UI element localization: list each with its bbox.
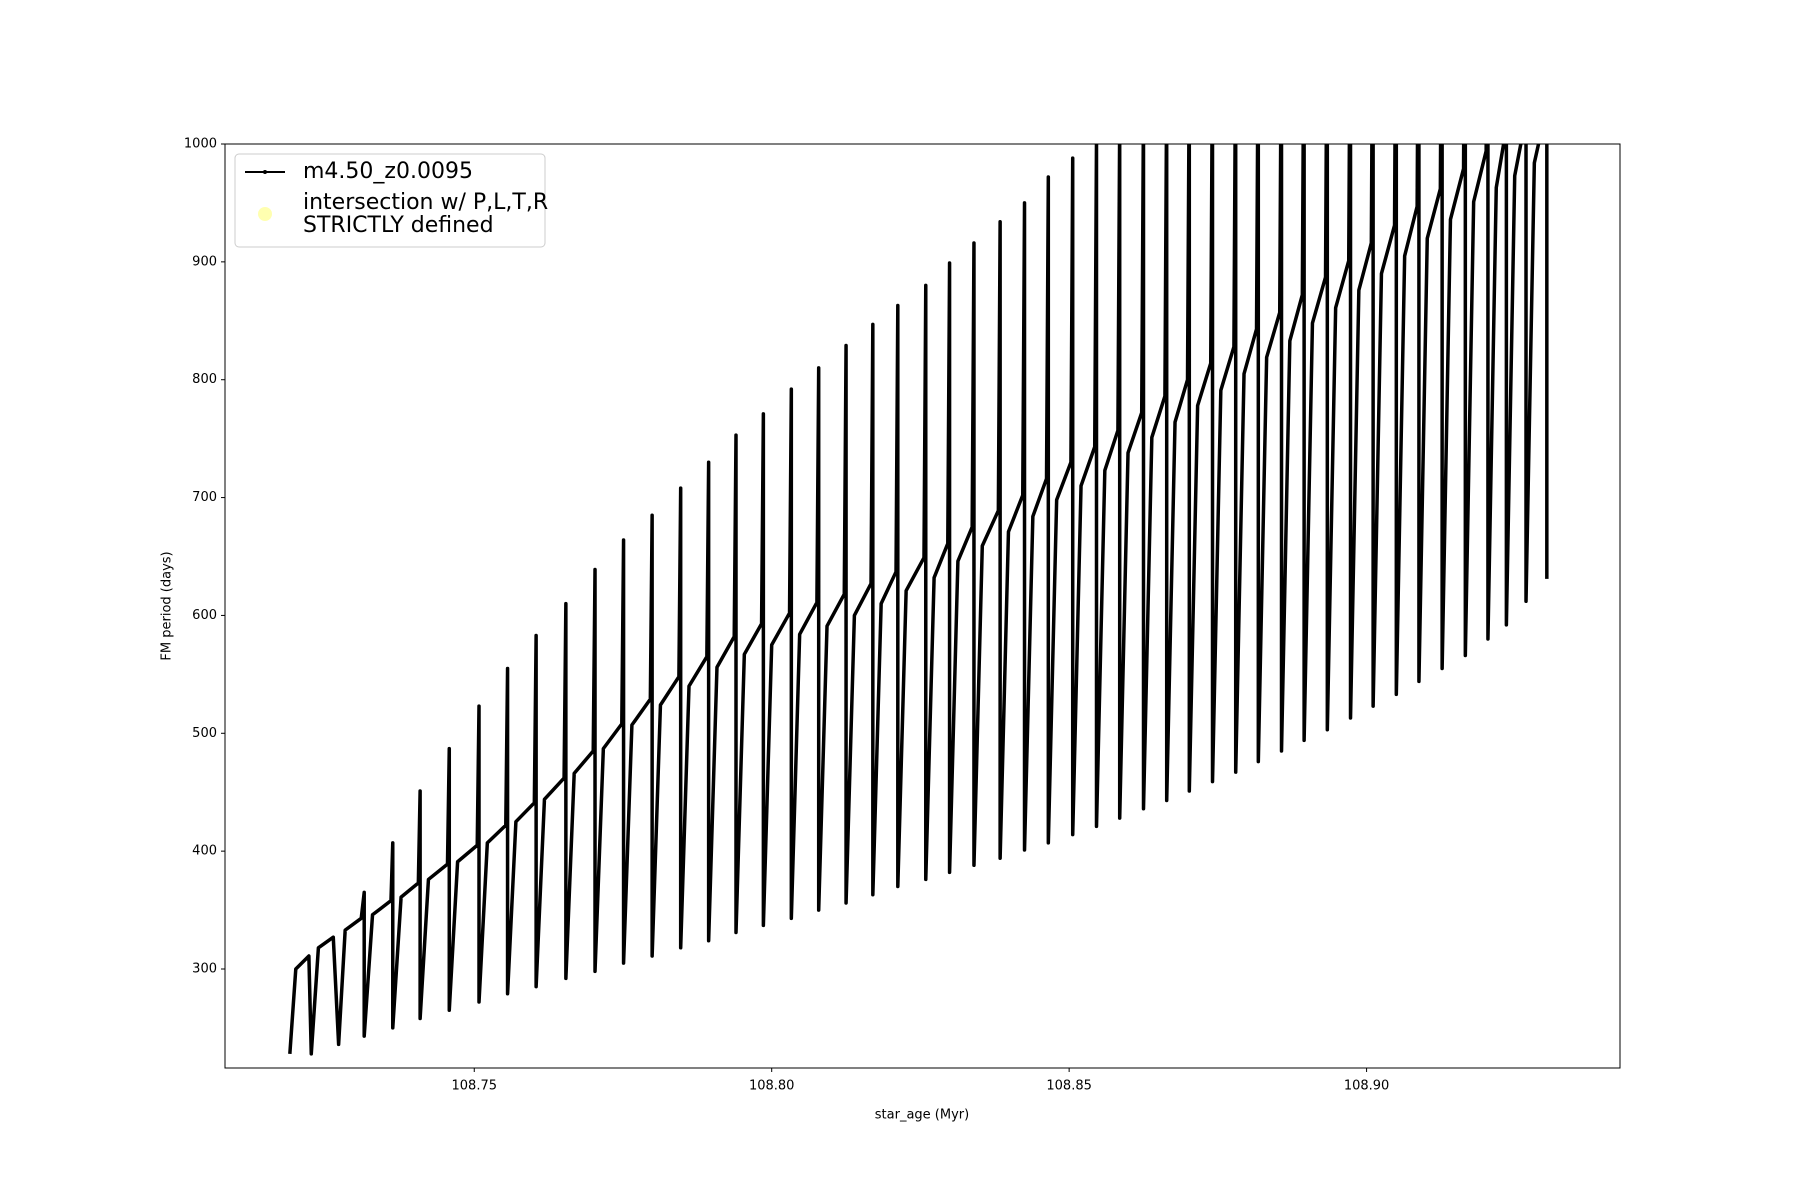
x-axis-label: star_age (Myr) [875, 1108, 969, 1123]
y-tick-label: 900 [192, 254, 217, 269]
y-tick-label: 700 [192, 490, 217, 505]
y-tick-label: 500 [192, 726, 217, 741]
x-tick-label: 108.85 [1046, 1079, 1092, 1094]
x-tick-label: 108.80 [749, 1079, 795, 1094]
plot-area [288, 144, 1549, 1056]
legend-label: intersection w/ P,L,T,R STRICTLY defined [303, 190, 548, 238]
y-axis-label: FM period (days) [160, 551, 175, 660]
y-tick-label: 600 [192, 608, 217, 623]
x-tick-label: 108.75 [452, 1079, 498, 1094]
legend-marker [263, 170, 267, 174]
legend-box [234, 153, 546, 248]
y-tick-label: 300 [192, 962, 217, 977]
legend-marker [258, 207, 272, 221]
axes-frame [224, 143, 1621, 1069]
y-tick-label: 1000 [184, 137, 217, 152]
data-line [288, 144, 1549, 1056]
y-tick-label: 800 [192, 372, 217, 387]
y-tick-label: 400 [192, 844, 217, 859]
x-tick-label: 108.90 [1344, 1079, 1390, 1094]
legend-label: m4.50_z0.0095 [303, 159, 473, 184]
